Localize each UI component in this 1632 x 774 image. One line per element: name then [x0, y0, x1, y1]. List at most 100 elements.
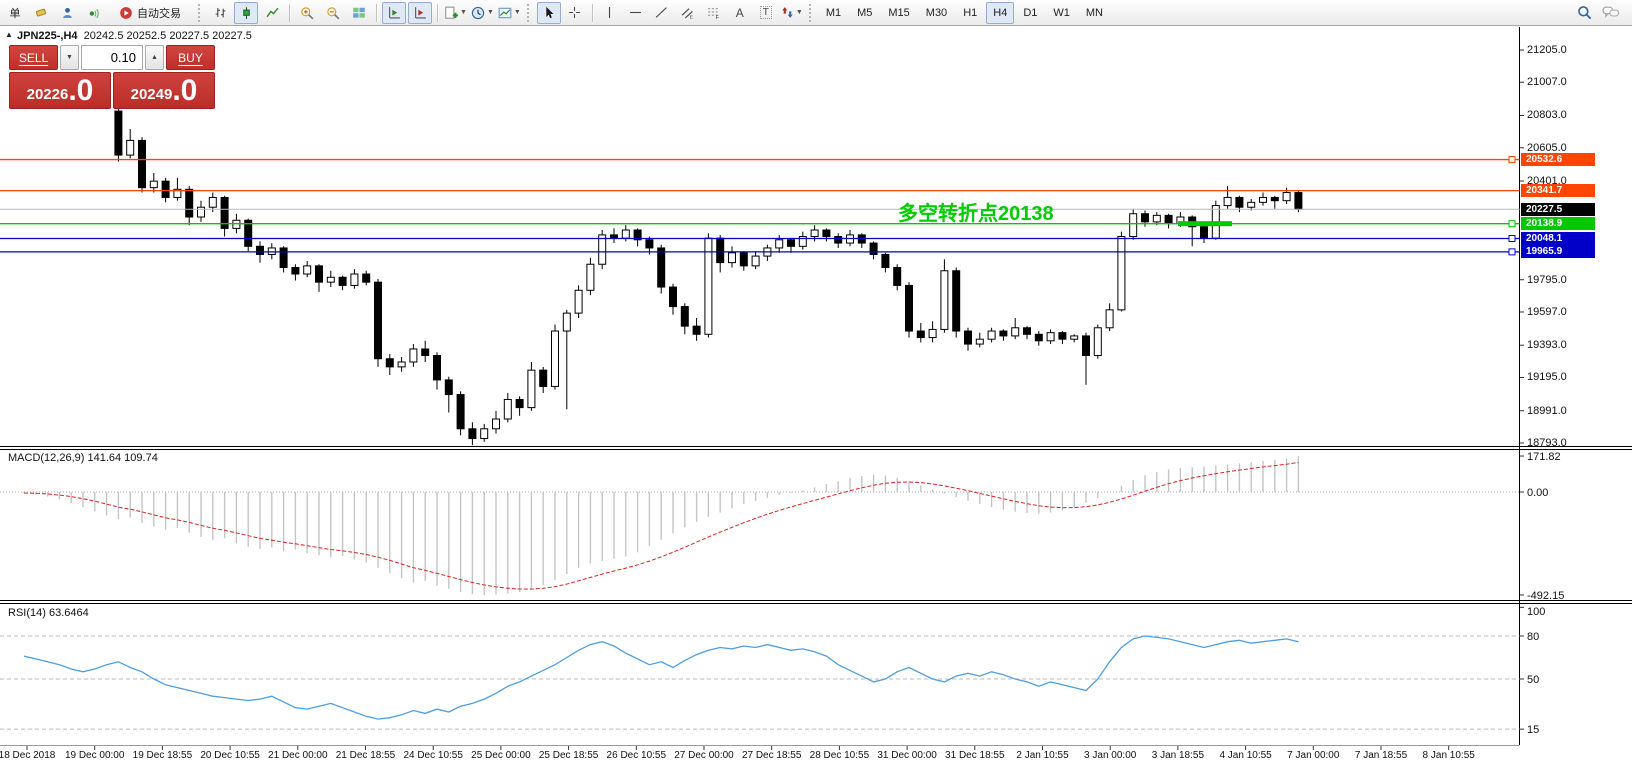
new-order-label: 单 [9, 7, 21, 20]
sell-button[interactable]: SELL [9, 45, 58, 70]
cursor-button[interactable] [536, 1, 561, 24]
time-axis-label[interactable]: 31 Dec 00:00 [877, 750, 937, 761]
text-icon: A [735, 5, 744, 20]
lot-increase-button[interactable]: ▲ [145, 45, 164, 70]
rsi-scale-label: 80 [1527, 631, 1540, 643]
text-label-button[interactable]: T [754, 2, 778, 24]
tile-windows-button[interactable] [347, 2, 371, 24]
price-scale-label: 19393.0 [1527, 339, 1567, 352]
timeframe-button-H4[interactable]: H4 [986, 1, 1015, 24]
equidistant-channel-button[interactable]: E [676, 2, 700, 24]
time-axis-label[interactable]: 25 Dec 18:55 [538, 750, 599, 761]
one-click-trading-panel: SELL ▼ ▲ BUY 20226.0 20249.0 [9, 45, 215, 109]
chart-shift-icon [388, 7, 400, 19]
vertical-line-button[interactable] [598, 2, 622, 24]
time-axis-label[interactable]: 21 Dec 18:55 [335, 750, 396, 761]
arrows-icon [782, 7, 793, 18]
time-axis-label[interactable]: 18 Dec 2018 [0, 750, 56, 761]
zoom-out-button[interactable] [321, 2, 345, 24]
autotrading-icon [120, 6, 132, 19]
price-scale-label: 18793.0 [1527, 436, 1567, 449]
signals-button[interactable] [81, 2, 105, 24]
chart-window-icon[interactable] [29, 2, 53, 24]
time-axis-label[interactable]: 27 Dec 18:55 [741, 750, 802, 761]
buy-price-button[interactable]: 20249.0 [113, 72, 215, 109]
text-label-icon: T [759, 6, 772, 19]
line-chart-button[interactable] [260, 2, 284, 24]
time-axis-label[interactable]: 2 Jan 10:55 [1016, 750, 1069, 761]
timeframe-button-M15[interactable]: M15 [888, 6, 910, 19]
trendline-handle[interactable] [1508, 234, 1516, 242]
text-button[interactable]: A [728, 2, 752, 24]
time-axis-label[interactable]: 31 Dec 18:55 [945, 750, 1005, 761]
toolbar-separator [289, 3, 290, 22]
bar-chart-button[interactable] [208, 2, 232, 24]
macd-scale-label: 0.00 [1527, 487, 1549, 499]
new-order-button[interactable]: 单 [3, 2, 27, 24]
sell-price-button[interactable]: 20226.0 [9, 72, 111, 109]
time-axis-label[interactable]: 24 Dec 10:55 [403, 750, 463, 761]
price-tag-20341.7: 20341.7 [1521, 184, 1595, 198]
time-axis-label[interactable]: 7 Jan 00:00 [1287, 750, 1340, 761]
toolbar-separator [437, 3, 438, 22]
time-axis-label[interactable]: 25 Dec 00:00 [471, 750, 531, 761]
chart-shift-button[interactable] [382, 1, 406, 24]
time-axis-label[interactable]: 19 Dec 00:00 [64, 750, 125, 761]
profile-button[interactable] [55, 2, 79, 24]
trendline-button[interactable] [650, 2, 674, 24]
time-axis-label[interactable]: 4 Jan 10:55 [1219, 750, 1272, 761]
auto-scroll-icon [414, 7, 426, 19]
timeframe-button-MN[interactable]: MN [1085, 6, 1103, 19]
auto-scroll-button[interactable] [408, 1, 432, 24]
toolbar: 单 自动交易 [0, 0, 1632, 26]
trendline-handle[interactable] [1508, 156, 1516, 164]
templates-button[interactable]: ▼ [497, 2, 522, 24]
one-click-collapse-toggle[interactable]: ▲ [5, 30, 13, 39]
crosshair-button[interactable] [563, 2, 587, 24]
chart-annotation[interactable]: 多空转折点20138 [898, 203, 1054, 225]
timeframe-button-H1[interactable]: H1 [963, 6, 978, 19]
rsi-scale-label: 50 [1527, 674, 1540, 686]
time-axis-label[interactable]: 28 Dec 10:55 [809, 750, 870, 761]
timeframe-button-D1[interactable]: D1 [1023, 6, 1038, 19]
ohlc-low: 20227.5 [169, 30, 210, 42]
time-axis-label[interactable]: 3 Jan 00:00 [1084, 750, 1137, 761]
svg-text:E: E [690, 14, 694, 19]
time-axis-label[interactable]: 7 Jan 18:55 [1354, 750, 1408, 761]
trendline-handle[interactable] [1508, 248, 1516, 256]
candlestick-button[interactable] [234, 1, 258, 24]
trendline-icon [656, 7, 668, 18]
chat-icon[interactable] [1602, 6, 1620, 20]
time-axis-label[interactable]: 21 Dec 00:00 [268, 750, 328, 761]
fibonacci-button[interactable]: F [702, 2, 726, 24]
lot-size-input[interactable] [81, 45, 143, 70]
toolbar-grip [526, 3, 532, 22]
time-axis-label[interactable]: 19 Dec 18:55 [132, 750, 193, 761]
toolbar-separator [591, 3, 593, 22]
timeframe-button-M1[interactable]: M1 [825, 6, 842, 19]
time-axis-label[interactable]: 20 Dec 10:55 [200, 750, 260, 761]
arrows-button[interactable]: ▼ [780, 2, 804, 24]
price-tag-20227.5: 20227.5 [1521, 202, 1595, 216]
zoom-in-button[interactable] [295, 2, 319, 24]
buy-button[interactable]: BUY [166, 45, 215, 70]
lot-decrease-button[interactable]: ▼ [60, 45, 79, 70]
trendline-handle[interactable] [1508, 220, 1516, 228]
time-axis-label[interactable]: 3 Jan 18:55 [1151, 750, 1205, 761]
buy-price-pips: .0 [172, 73, 198, 107]
timeframe-button-M30[interactable]: M30 [925, 6, 948, 19]
price-scale-label: 19597.0 [1527, 305, 1567, 318]
timeframe-button-M5[interactable]: M5 [857, 6, 873, 19]
time-axis-label[interactable]: 26 Dec 10:55 [606, 750, 667, 761]
time-axis-label[interactable]: 8 Jan 10:55 [1422, 750, 1475, 761]
periods-button[interactable]: ▼ [470, 2, 495, 24]
horizontal-line-button[interactable] [624, 2, 648, 24]
price-scale-label: 19195.0 [1527, 371, 1567, 384]
time-axis-label[interactable]: 27 Dec 00:00 [674, 750, 734, 761]
new-chart-button[interactable]: ▼ [443, 2, 468, 24]
autotrading-button[interactable]: 自动交易 [107, 2, 193, 24]
chevron-down-icon: ▼ [486, 9, 494, 16]
timeframe-button-W1[interactable]: W1 [1053, 6, 1070, 19]
search-icon[interactable] [1577, 5, 1592, 20]
